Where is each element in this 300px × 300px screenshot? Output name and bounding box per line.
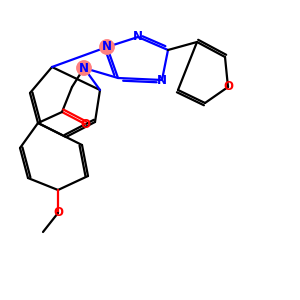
Text: N: N [133,31,143,44]
Text: O: O [53,206,63,220]
Text: N: N [102,40,112,53]
Text: N: N [157,74,167,86]
Text: N: N [79,61,89,74]
Text: O: O [80,118,90,130]
Text: O: O [223,80,233,94]
